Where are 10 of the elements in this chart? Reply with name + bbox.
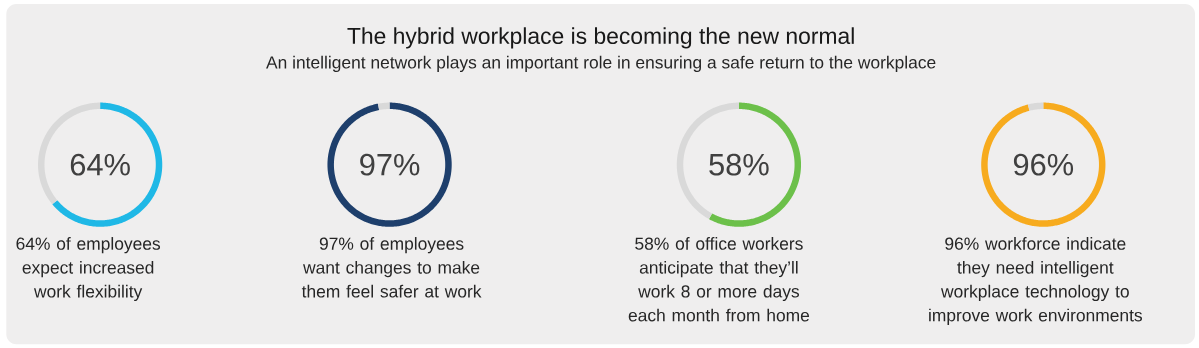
text: 64% [70, 153, 130, 176]
text: 64% of employees expect increased work flexibility [16, 236, 161, 301]
text: 97% [360, 153, 420, 176]
text: The hybrid workplace is becoming the new normal [347, 27, 854, 49]
text: 96% [1013, 153, 1074, 176]
text: An intelligent network plays an important role in ensuring a safe return to the workplace [266, 55, 936, 72]
text: 58% [709, 153, 769, 176]
text: 97% of employees want changes to make them feel safer at work [301, 236, 482, 298]
text: 96% workforce indicate they need intelligent workplace technology to improve work environments [929, 236, 1142, 325]
text: 58% of office workers anticipate that they’ll work 8 or more days each month from home [628, 236, 810, 322]
